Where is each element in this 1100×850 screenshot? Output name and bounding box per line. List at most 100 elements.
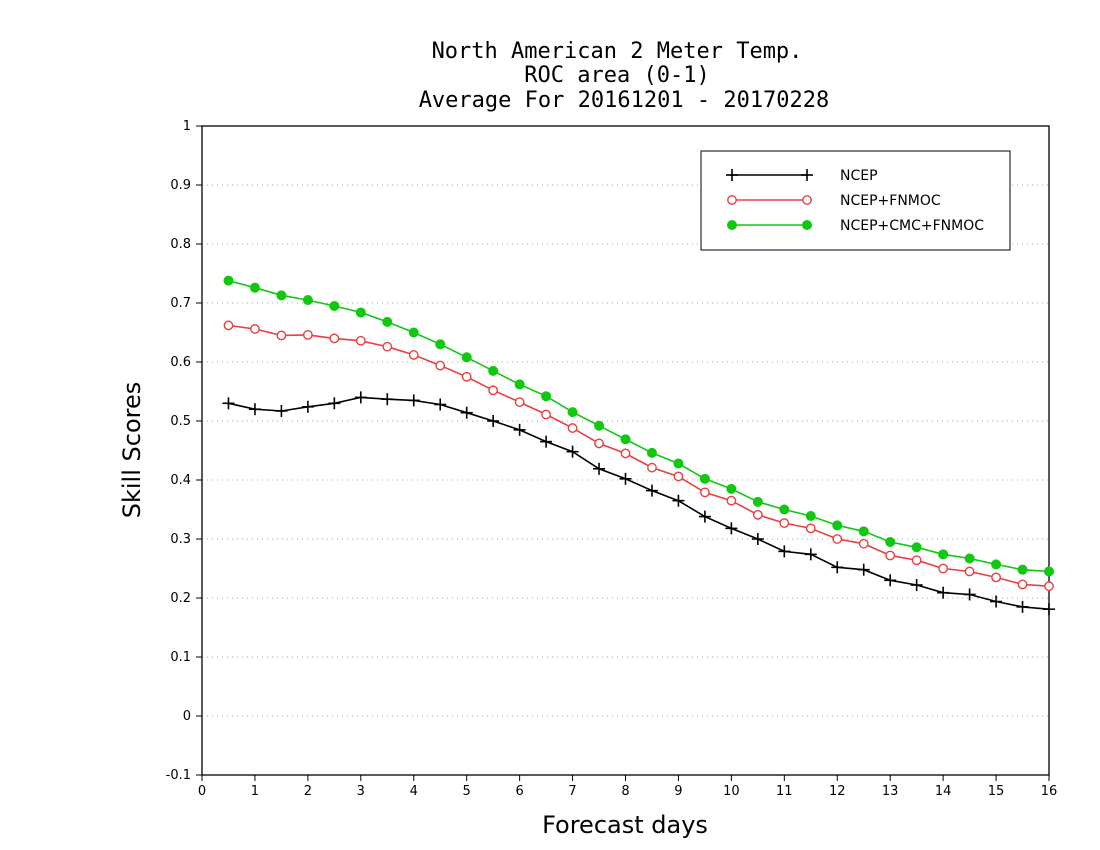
y-tick-label: 0.9: [170, 178, 191, 193]
data-point: [910, 579, 923, 592]
data-point: [434, 398, 447, 411]
data-point: [805, 510, 816, 521]
data-point: [752, 496, 763, 507]
data-point: [1017, 564, 1028, 575]
data-point: [938, 563, 949, 574]
chart-title-line-2: ROC area (0-1): [524, 63, 709, 88]
data-point: [461, 352, 472, 363]
x-tick-label: 6: [515, 784, 523, 799]
data-point: [619, 472, 632, 485]
data-point: [964, 553, 975, 564]
y-tick-label: 0.6: [170, 355, 191, 370]
x-tick-label: 0: [198, 784, 206, 799]
y-tick-label: -0.1: [166, 768, 191, 783]
data-point: [727, 195, 737, 205]
data-point: [726, 483, 737, 494]
data-point: [382, 341, 393, 352]
data-point: [620, 434, 631, 445]
data-point: [435, 360, 446, 371]
data-point: [276, 330, 287, 341]
data-point: [963, 588, 976, 601]
data-point: [514, 397, 525, 408]
data-point: [407, 394, 420, 407]
y-tick-label: 0: [183, 709, 191, 724]
series-ncep-cmc-fnmoc: [223, 275, 1055, 577]
data-point: [647, 462, 657, 473]
data-point: [381, 393, 394, 406]
data-point: [832, 520, 843, 531]
data-point: [329, 333, 340, 344]
y-axis-title: Skill Scores: [118, 382, 146, 519]
data-point: [911, 555, 922, 566]
data-point: [487, 415, 500, 427]
data-point: [858, 538, 869, 549]
data-point: [354, 391, 367, 404]
data-point: [301, 400, 314, 413]
data-point: [250, 324, 260, 334]
y-tick-label: 0.1: [170, 650, 191, 665]
data-point: [727, 219, 738, 230]
data-point: [593, 462, 606, 475]
data-point: [620, 448, 631, 459]
x-tick-label: 8: [621, 784, 629, 799]
data-point: [355, 335, 366, 346]
data-point: [566, 445, 579, 458]
data-point: [885, 550, 896, 561]
data-point: [276, 290, 287, 301]
x-tick-label: 5: [463, 784, 471, 799]
data-point: [329, 300, 340, 311]
y-tick-label: 0.5: [170, 414, 191, 429]
data-series: [222, 275, 1055, 616]
x-tick-label: 11: [776, 784, 793, 799]
legend-entry: NCEP: [726, 168, 878, 184]
data-point: [991, 559, 1002, 570]
data-point: [328, 397, 341, 410]
data-point: [249, 282, 260, 293]
data-point: [699, 473, 710, 484]
data-point: [938, 549, 949, 560]
data-point: [461, 371, 472, 382]
data-point: [700, 487, 710, 498]
y-tick-label: 0.3: [170, 532, 191, 547]
data-point: [802, 219, 813, 230]
chart-title-line-1: North American 2 Meter Temp.: [432, 39, 803, 64]
data-point: [911, 542, 922, 553]
x-tick-label: 3: [357, 784, 365, 799]
data-point: [1043, 603, 1055, 616]
data-point: [541, 391, 552, 402]
x-tick-label: 16: [1041, 784, 1058, 799]
series-line: [228, 279, 1050, 573]
chart-title: North American 2 Meter Temp. ROC area (0…: [419, 39, 830, 113]
data-point: [805, 523, 816, 534]
data-point: [488, 365, 499, 376]
data-point: [408, 350, 419, 360]
data-point: [804, 548, 817, 561]
data-point: [726, 169, 738, 181]
x-tick-label: 4: [410, 784, 418, 799]
data-point: [673, 471, 684, 482]
data-point: [1017, 579, 1028, 590]
data-point: [990, 595, 1003, 608]
x-tick-label: 12: [829, 784, 846, 799]
data-point: [302, 329, 313, 340]
data-point: [726, 495, 737, 506]
legend-label: NCEP+CMC+FNMOC: [840, 218, 984, 234]
data-point: [751, 533, 764, 545]
data-point: [1044, 566, 1055, 577]
y-tick-label: 0.4: [170, 473, 191, 488]
y-tick-label: 0.2: [170, 591, 191, 606]
data-point: [672, 494, 685, 507]
data-point: [645, 484, 658, 497]
data-point: [857, 563, 870, 576]
chart-title-line-3: Average For 20161201 - 20170228: [419, 88, 830, 113]
x-tick-label: 7: [568, 784, 576, 799]
data-point: [752, 509, 763, 520]
y-tick-label: 0.7: [170, 296, 191, 311]
axes: -0.100.10.20.30.40.50.60.70.80.910 1 2 3 4 5 6…: [166, 119, 1058, 799]
x-tick-label: 10: [723, 784, 740, 799]
legend-label: NCEP+FNMOC: [840, 193, 941, 209]
legend-entry: NCEP+FNMOC: [727, 193, 941, 209]
data-point: [778, 545, 791, 558]
x-tick-label: 1: [251, 784, 259, 799]
